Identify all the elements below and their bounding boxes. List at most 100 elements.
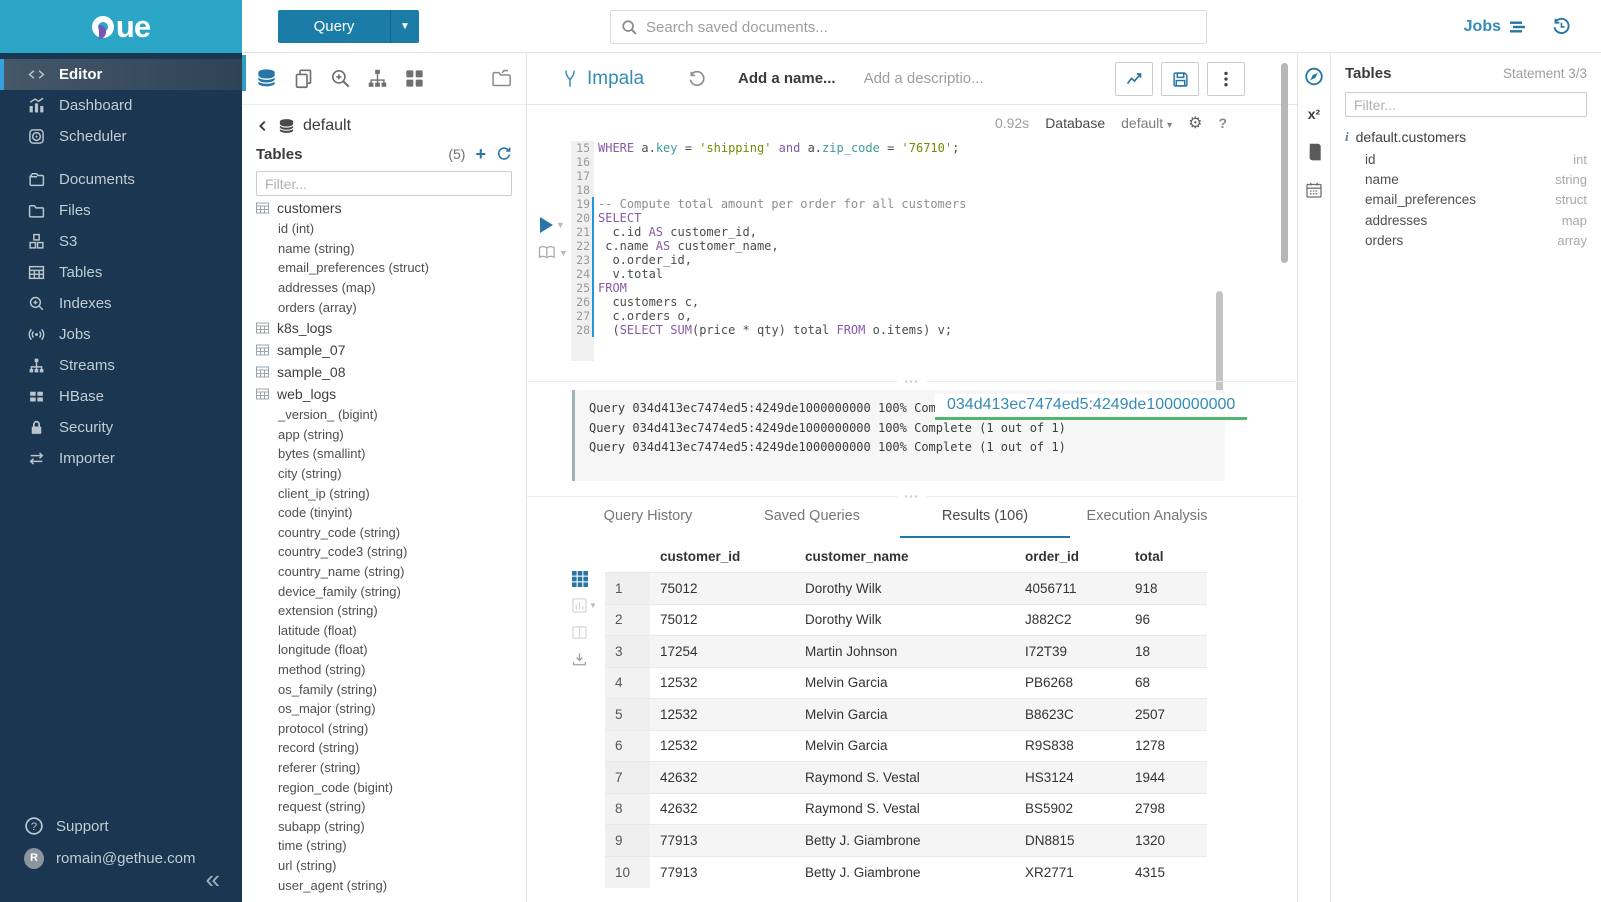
- sidebar-item-security[interactable]: Security: [0, 412, 242, 443]
- query-dropdown-caret-icon[interactable]: ▼: [390, 10, 419, 43]
- assist-column[interactable]: user_agent (string): [278, 877, 388, 893]
- assist-filter-input[interactable]: [256, 171, 512, 196]
- table-column-row[interactable]: id int: [1345, 149, 1587, 169]
- assist-column[interactable]: id (int): [278, 221, 315, 237]
- assist-column[interactable]: country_code (string): [278, 524, 401, 540]
- assist-column[interactable]: time (string): [278, 838, 347, 854]
- grid-view-icon[interactable]: [572, 565, 598, 592]
- table-column-row[interactable]: addresses map: [1345, 210, 1587, 230]
- query-description-field[interactable]: Add a descriptio...: [863, 70, 984, 87]
- sidebar-item-streams[interactable]: Streams: [0, 350, 242, 381]
- tab-saved-queries[interactable]: Saved Queries: [764, 508, 860, 524]
- assist-column[interactable]: device_family (string): [278, 583, 401, 599]
- assist-column[interactable]: url (string): [278, 857, 337, 873]
- assist-column[interactable]: code (tinyint): [278, 505, 353, 521]
- assist-column[interactable]: os_major (string): [278, 701, 376, 717]
- execute-options-caret-icon[interactable]: ▼: [556, 220, 565, 230]
- sidebar-item-importer[interactable]: Importer: [0, 443, 242, 474]
- info-icon[interactable]: i: [1345, 129, 1349, 144]
- assist-table[interactable]: web_logs: [256, 383, 526, 405]
- table-column-row[interactable]: email_preferences struct: [1345, 190, 1587, 210]
- right-assist-filter-input[interactable]: [1345, 92, 1587, 117]
- sidebar-item-hbase[interactable]: HBase: [0, 381, 242, 412]
- settings-gear-icon[interactable]: ⚙: [1188, 115, 1203, 132]
- refresh-icon[interactable]: [496, 146, 512, 162]
- columns-view-icon[interactable]: [572, 619, 598, 646]
- new-query-button[interactable]: Query ▼: [278, 10, 419, 43]
- assist-table[interactable]: k8s_logs: [256, 317, 526, 339]
- assist-column[interactable]: country_code3 (string): [278, 544, 408, 560]
- jobs-link[interactable]: Jobs: [1464, 18, 1526, 36]
- query-button-label[interactable]: Query: [278, 10, 390, 43]
- hue-logo[interactable]: ue: [0, 0, 242, 53]
- back-chevron-icon[interactable]: [256, 119, 270, 133]
- query-name-field[interactable]: Add a name...: [738, 70, 836, 87]
- query-id-link[interactable]: 034d413ec7474ed5:4249de1000000000: [935, 394, 1248, 420]
- sidebar-item-s3[interactable]: S3: [0, 226, 242, 257]
- assist-column[interactable]: client_ip (string): [278, 485, 370, 501]
- assist-column[interactable]: referer (string): [278, 759, 361, 775]
- assist-documents-icon[interactable]: [293, 68, 314, 89]
- sidebar-item-dashboard[interactable]: Dashboard: [0, 90, 242, 121]
- execute-query-button[interactable]: ▼: [540, 217, 565, 233]
- help-icon[interactable]: ?: [1218, 115, 1227, 131]
- query-history-icon[interactable]: [688, 70, 706, 88]
- sidebar-item-user[interactable]: R romain@gethue.com: [0, 842, 242, 874]
- table-column-row[interactable]: name string: [1345, 169, 1587, 189]
- assist-column[interactable]: protocol (string): [278, 720, 369, 736]
- assist-table[interactable]: customers: [256, 197, 526, 219]
- sidebar-item-jobs[interactable]: Jobs: [0, 319, 242, 350]
- chart-button[interactable]: [1115, 62, 1153, 96]
- add-table-icon[interactable]: +: [475, 144, 486, 164]
- assist-column[interactable]: request (string): [278, 799, 366, 815]
- assist-column[interactable]: _version_ (bigint): [278, 407, 378, 423]
- drag-handle-icon[interactable]: ⋯: [897, 487, 927, 505]
- sidebar-item-support[interactable]: ? Support: [0, 810, 242, 842]
- drag-handle-icon[interactable]: ⋯: [897, 372, 927, 390]
- sidebar-item-files[interactable]: Files: [0, 195, 242, 226]
- history-icon[interactable]: [1552, 17, 1571, 36]
- download-icon[interactable]: [572, 646, 598, 673]
- more-actions-button[interactable]: [1207, 62, 1245, 96]
- assist-column[interactable]: subapp (string): [278, 818, 365, 834]
- assist-table[interactable]: sample_08: [256, 361, 526, 383]
- assist-column[interactable]: os_family (string): [278, 681, 377, 697]
- assist-table[interactable]: sample_07: [256, 339, 526, 361]
- code-editor[interactable]: 15 16 17 18 19 20 21 22 23 24 25 26 27 28 WHERE a.key…: [527, 141, 1297, 406]
- assist-search-icon[interactable]: [330, 68, 351, 89]
- sidebar-item-documents[interactable]: Documents: [0, 164, 242, 195]
- assist-column[interactable]: longitude (float): [278, 642, 368, 658]
- assist-column[interactable]: addresses (map): [278, 280, 376, 296]
- tab-execution-analysis[interactable]: Execution Analysis: [1086, 508, 1208, 524]
- sidebar-collapse-icon[interactable]: «: [205, 864, 220, 894]
- table-column-row[interactable]: orders array: [1345, 231, 1587, 251]
- assist-column[interactable]: city (string): [278, 466, 342, 482]
- functions-icon[interactable]: x²: [1304, 104, 1324, 124]
- assist-column[interactable]: latitude (float): [278, 622, 357, 638]
- save-button[interactable]: [1161, 62, 1199, 96]
- assist-database-name[interactable]: default: [303, 117, 352, 134]
- sidebar-item-tables[interactable]: Tables: [0, 257, 242, 288]
- schedule-calendar-icon[interactable]: [1304, 180, 1324, 200]
- assist-sitemap-icon[interactable]: [367, 68, 388, 89]
- assist-column[interactable]: app (string): [278, 426, 344, 442]
- tab-results[interactable]: Results (106): [900, 508, 1070, 538]
- assist-folder-icon[interactable]: [491, 68, 512, 89]
- assist-column[interactable]: email_preferences (struct): [278, 260, 429, 276]
- assistant-compass-icon[interactable]: [1304, 66, 1324, 86]
- editor-scrollbar[interactable]: [1216, 291, 1223, 406]
- sidebar-item-editor[interactable]: Editor: [0, 59, 242, 90]
- assist-column[interactable]: region_code (bigint): [278, 779, 393, 795]
- assist-column[interactable]: name (string): [278, 240, 355, 256]
- assist-column[interactable]: bytes (smallint): [278, 446, 366, 462]
- snippet-docs-button[interactable]: ▼: [538, 245, 568, 260]
- assist-column[interactable]: method (string): [278, 661, 366, 677]
- chart-view-icon[interactable]: ▼: [572, 592, 598, 619]
- sidebar-item-scheduler[interactable]: Scheduler: [0, 121, 242, 152]
- search-input[interactable]: [646, 18, 1206, 36]
- assist-apps-icon[interactable]: [404, 68, 425, 89]
- engine-selector[interactable]: Impala: [561, 68, 644, 90]
- language-reference-icon[interactable]: [1304, 142, 1324, 162]
- assist-column[interactable]: extension (string): [278, 603, 378, 619]
- assist-column[interactable]: country_name (string): [278, 564, 405, 580]
